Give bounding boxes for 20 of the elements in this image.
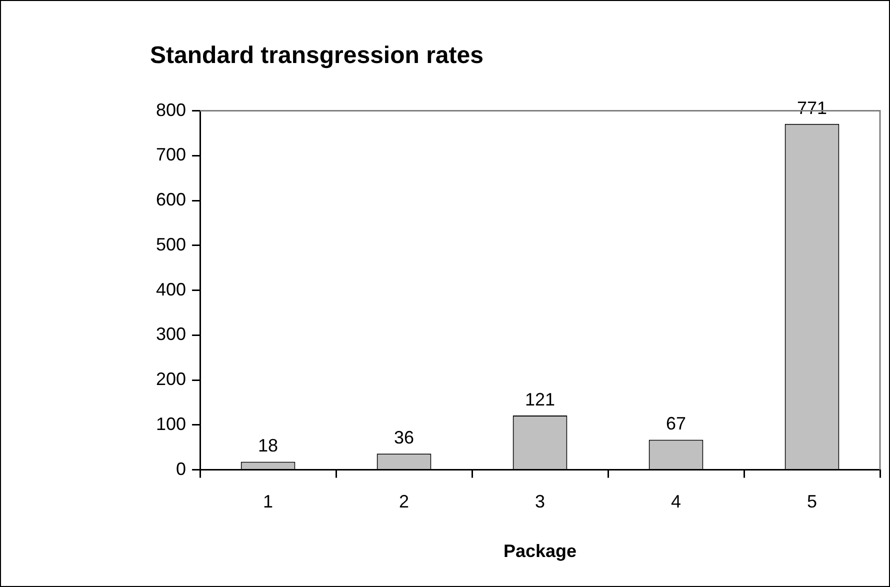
data-label: 67	[666, 414, 686, 434]
data-label: 121	[524, 389, 556, 410]
x-tick-label: 1	[263, 492, 274, 512]
data-label: 18	[258, 436, 278, 456]
chart-title: Standard transgression rates	[150, 42, 484, 70]
y-tick-label: 0	[176, 458, 186, 479]
y-tick-label: 400	[156, 279, 186, 300]
x-tick-label: 2	[399, 492, 410, 512]
data-label: 36	[394, 428, 414, 448]
y-tick-label: 200	[156, 369, 186, 390]
y-tick-label: 300	[156, 324, 186, 344]
x-tick-label: 4	[671, 492, 682, 512]
y-tick-label: 500	[156, 234, 186, 254]
y-tick-label: 800	[156, 100, 186, 120]
y-tick-label: 100	[156, 414, 186, 434]
x-tick-label: 3	[535, 492, 546, 512]
y-tick-label: 700	[156, 144, 186, 165]
x-axis-title: Package	[503, 541, 577, 562]
y-tick-label: 600	[156, 190, 186, 210]
x-tick-label: 5	[806, 492, 818, 512]
